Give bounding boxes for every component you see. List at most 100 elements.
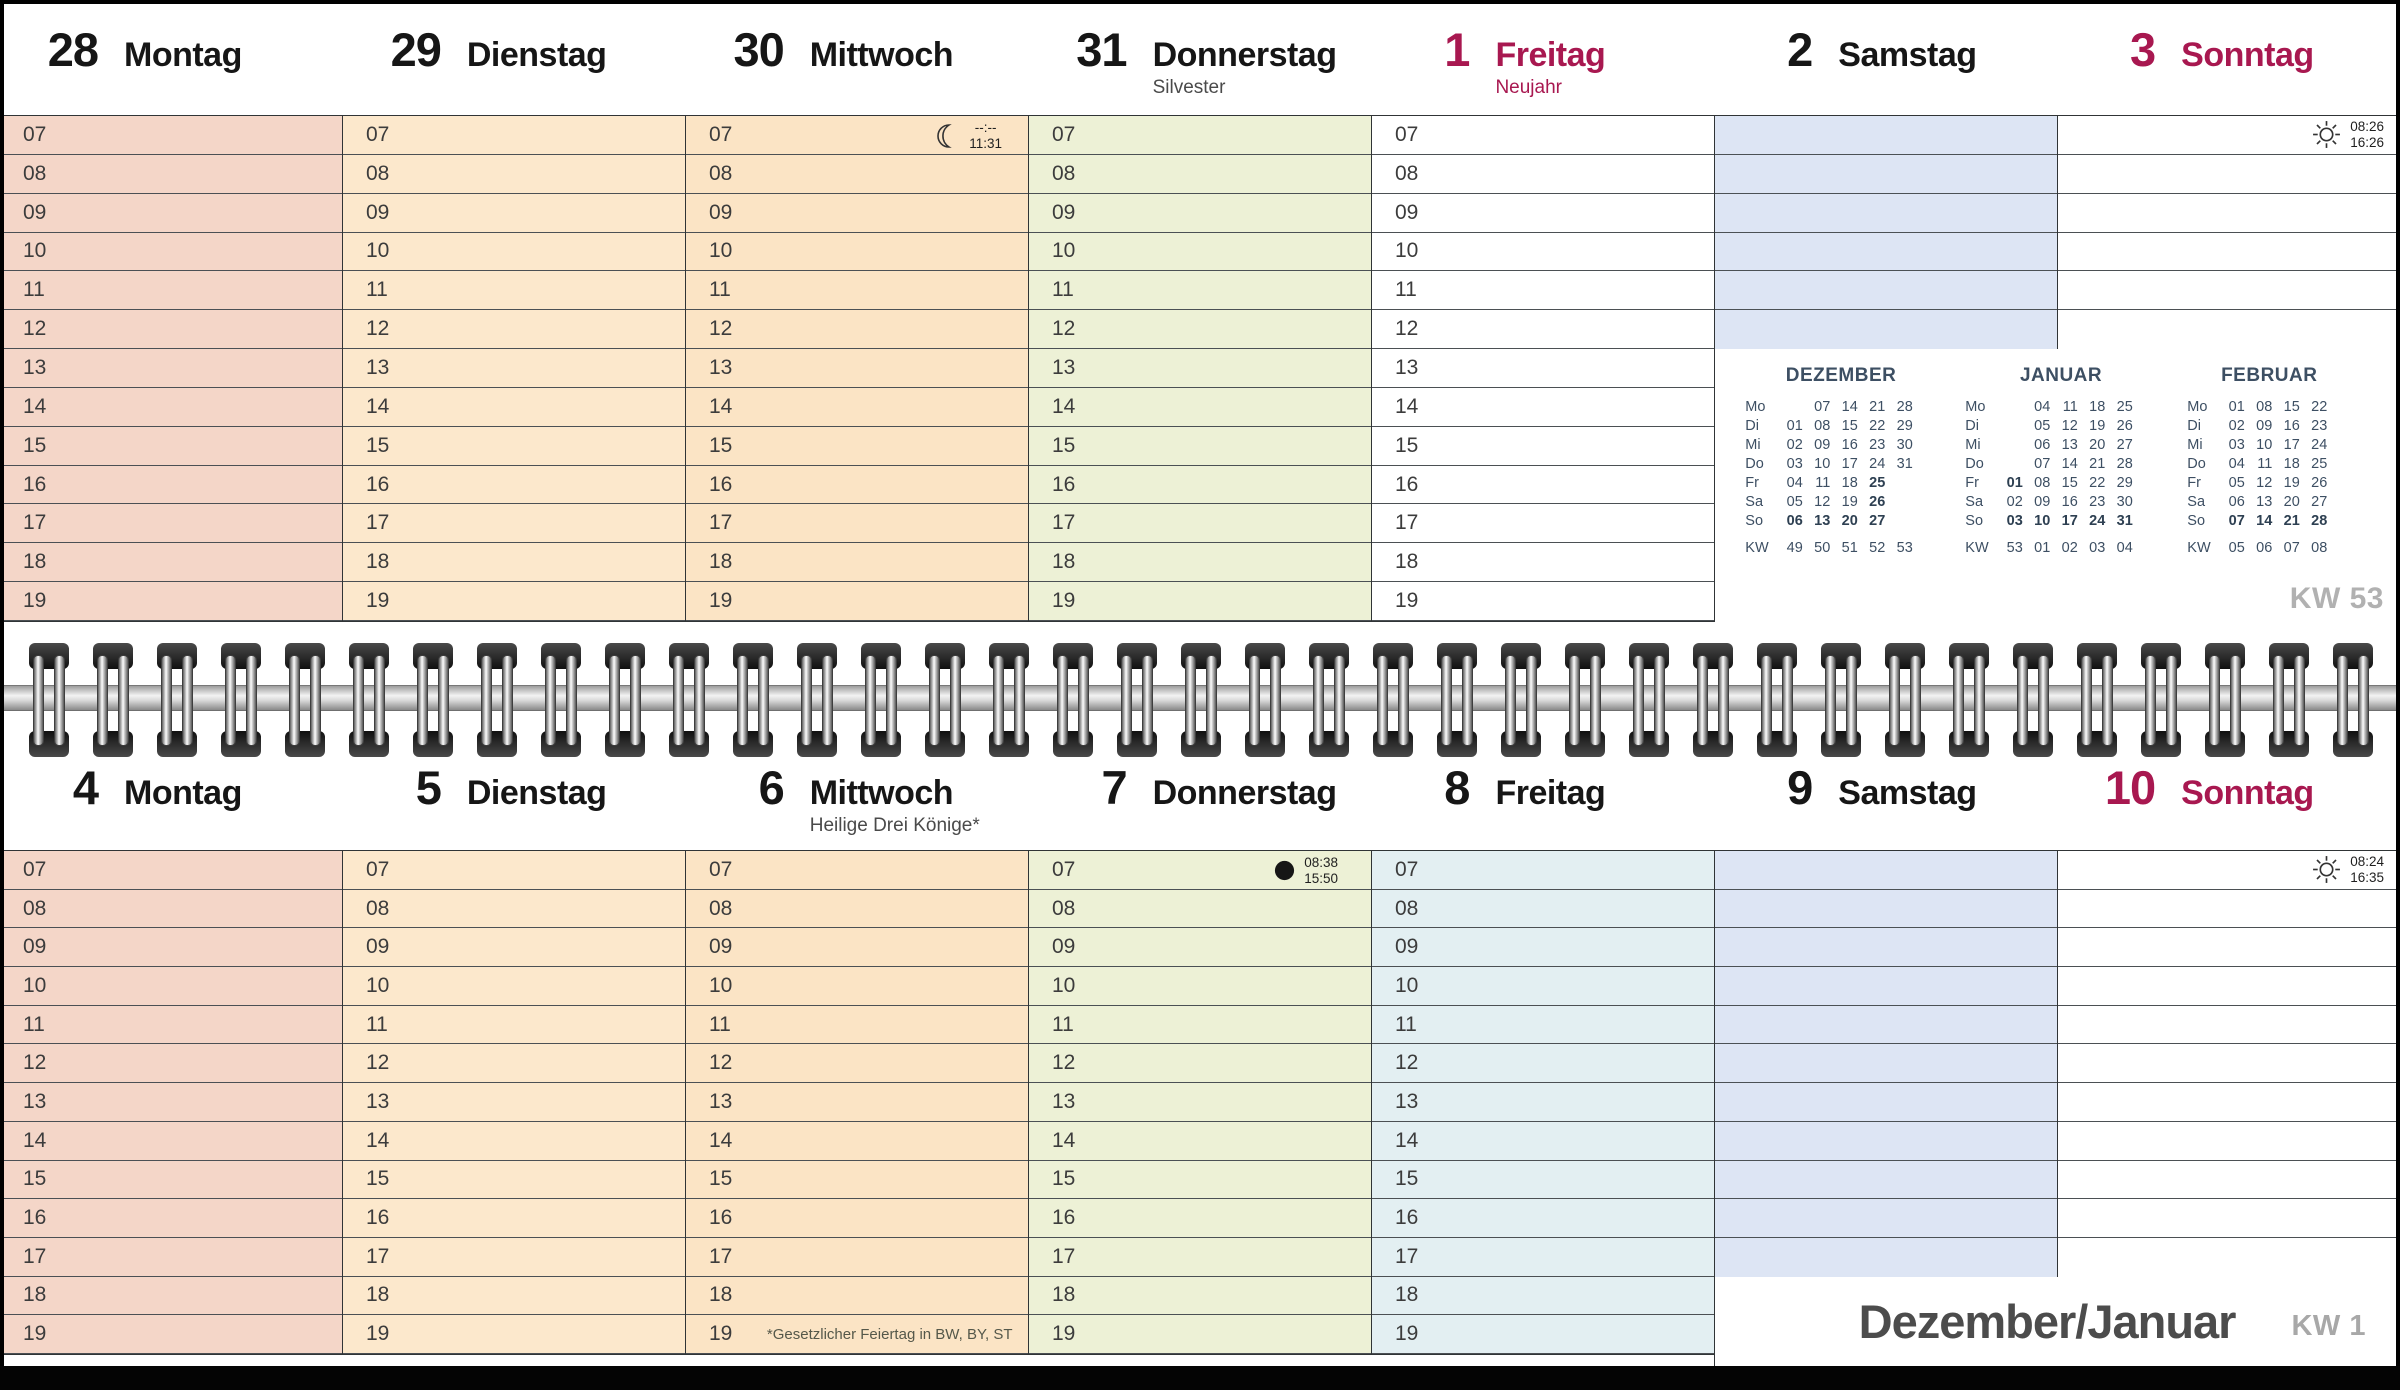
- binding-loop: [1819, 643, 1863, 757]
- hour-cell: 09: [0, 928, 342, 968]
- day-name: Montag: [124, 36, 242, 74]
- mini-calendar-date: [1885, 474, 1913, 493]
- hour-cell: 09: [1029, 193, 1371, 233]
- hour-label: 09: [1052, 935, 1076, 959]
- hour-label: 08: [366, 896, 390, 920]
- day-number: 4: [72, 761, 99, 814]
- sunset-time: 16:35: [2350, 869, 2384, 885]
- kw-week-label: KW 53: [2289, 582, 2384, 615]
- hour-cell: 09: [1372, 193, 1714, 233]
- binding-loop: [1179, 643, 1223, 757]
- hour-label: 19: [709, 589, 733, 613]
- hour-cell: 08: [1029, 889, 1371, 929]
- day-header-freitag: 8 Freitag: [1371, 762, 1714, 848]
- hour-cell: [1715, 1121, 2057, 1161]
- mini-calendar-date: 16: [2283, 418, 2300, 434]
- binding-loop: [2203, 643, 2247, 757]
- mini-calendar-date: 04: [1786, 475, 1803, 491]
- hour-label: 11: [1395, 278, 1417, 302]
- mini-calendar-date: 20: [2089, 437, 2106, 453]
- hour-label: 07: [1395, 857, 1419, 881]
- hour-cell: 08: [1372, 889, 1714, 929]
- mini-calendar-row: Sa 05 12 19 26: [1745, 493, 1913, 512]
- day-number: 30: [733, 23, 784, 76]
- hour-label: 15: [1052, 1167, 1076, 1191]
- day-column-dienstag: 07 08 09 10 11 12 13 14 15 16 17 18 19: [342, 116, 685, 621]
- hour-label: 07: [23, 122, 47, 146]
- hour-label: 16: [1052, 472, 1076, 496]
- mini-calendar-row: Mi 03 10 17 24: [2187, 436, 2327, 455]
- mini-calendar-date: [1995, 455, 2023, 474]
- binding-loop: [1947, 643, 1991, 757]
- mini-calendar-kw-number: 52: [1869, 540, 1886, 556]
- mini-calendar-row: Mi 06 13 20 27: [1965, 436, 2133, 455]
- hour-cell: 15: [343, 426, 685, 466]
- hour-cell: 15: [0, 426, 342, 466]
- mini-calendar-kw-number: 51: [1841, 540, 1858, 556]
- day-name: Sonntag: [2181, 774, 2314, 812]
- hour-label: 17: [23, 511, 47, 535]
- binding-bar: [0, 685, 2400, 711]
- mini-calendar-date: 28: [1896, 399, 1913, 415]
- mini-calendar-date: 19: [1841, 494, 1858, 510]
- mini-calendar-date: 31: [2116, 513, 2133, 529]
- hour-label: 15: [1395, 1167, 1419, 1191]
- mini-calendar-date: 05: [2034, 418, 2051, 434]
- hour-label: 16: [709, 1206, 733, 1230]
- mini-calendar-row: Do 03 10 17 24 31: [1745, 455, 1913, 474]
- day-header-donnerstag: 31 Donnerstag Silvester: [1029, 24, 1372, 110]
- hour-label: 13: [1395, 1089, 1419, 1113]
- binding-loop: [603, 643, 647, 757]
- mini-calendar-date: 26: [2116, 418, 2133, 434]
- mini-calendar-februar: FEBRUAR Mo 01 08 15 22 Di 02 09 16 23 Mi 03 10 17 24 Do 0…: [2187, 365, 2327, 558]
- day-name: Samstag: [1838, 774, 1977, 812]
- hour-cell: 09: [343, 928, 685, 968]
- hour-label: 10: [1052, 973, 1076, 997]
- hour-cell: [2058, 310, 2400, 350]
- hour-cell: [2058, 193, 2400, 233]
- hour-cell: 07: [343, 116, 685, 155]
- mini-calendar-date: 07: [2034, 456, 2051, 472]
- hour-cell: [2058, 851, 2400, 890]
- hour-cell: 10: [0, 967, 342, 1006]
- mini-calendar-date: 11: [2062, 399, 2078, 415]
- hour-label: 12: [1052, 1051, 1076, 1075]
- mini-calendar-date: [1775, 398, 1803, 417]
- day-name: Freitag: [1495, 36, 1606, 74]
- mini-calendar-date: 24: [1869, 456, 1886, 472]
- hour-cell: [1715, 1237, 2057, 1277]
- hour-cell: [1715, 1044, 2057, 1084]
- hour-label: 15: [709, 433, 733, 457]
- hour-cell: [2058, 1083, 2400, 1122]
- hour-label: 10: [709, 239, 733, 263]
- day-number: 1: [1444, 23, 1470, 76]
- day-number: 10: [2104, 761, 2156, 814]
- hour-label: 08: [23, 896, 47, 920]
- sunrise-time: 08:24: [2350, 853, 2384, 869]
- hour-cell: 07: [343, 851, 685, 890]
- hour-label: 13: [1395, 355, 1419, 379]
- mini-calendar-date: 02: [2006, 494, 2023, 510]
- mini-calendar-row: Fr 05 12 19 26: [2187, 474, 2327, 493]
- binding-loop: [731, 643, 775, 757]
- hour-cell: 17: [1029, 1237, 1371, 1277]
- binding-loop: [1243, 643, 1287, 757]
- hour-cell: [1715, 1005, 2057, 1045]
- new-moon-icon: [1275, 860, 1295, 881]
- day-number: 29: [390, 23, 442, 76]
- hour-label: 15: [23, 433, 47, 457]
- mini-calendar-date: 09: [1814, 437, 1831, 453]
- mini-calendar-date: 06: [2228, 494, 2245, 510]
- hour-cell: 18: [343, 1276, 685, 1316]
- hour-cell: 08: [686, 889, 1028, 929]
- hour-cell: 11: [0, 1005, 342, 1045]
- hour-cell: 11: [0, 271, 342, 311]
- mini-calendar-date: 20: [2283, 494, 2300, 510]
- mini-calendar-date: 17: [2283, 437, 2300, 453]
- moon-time-1: --:--: [974, 119, 997, 135]
- moon-crescent-icon: [937, 123, 952, 148]
- hour-cell: 10: [0, 232, 342, 272]
- hour-cell: [2058, 1005, 2400, 1045]
- hour-label: 07: [1395, 122, 1419, 146]
- hour-cell: 19: [1372, 1315, 1714, 1354]
